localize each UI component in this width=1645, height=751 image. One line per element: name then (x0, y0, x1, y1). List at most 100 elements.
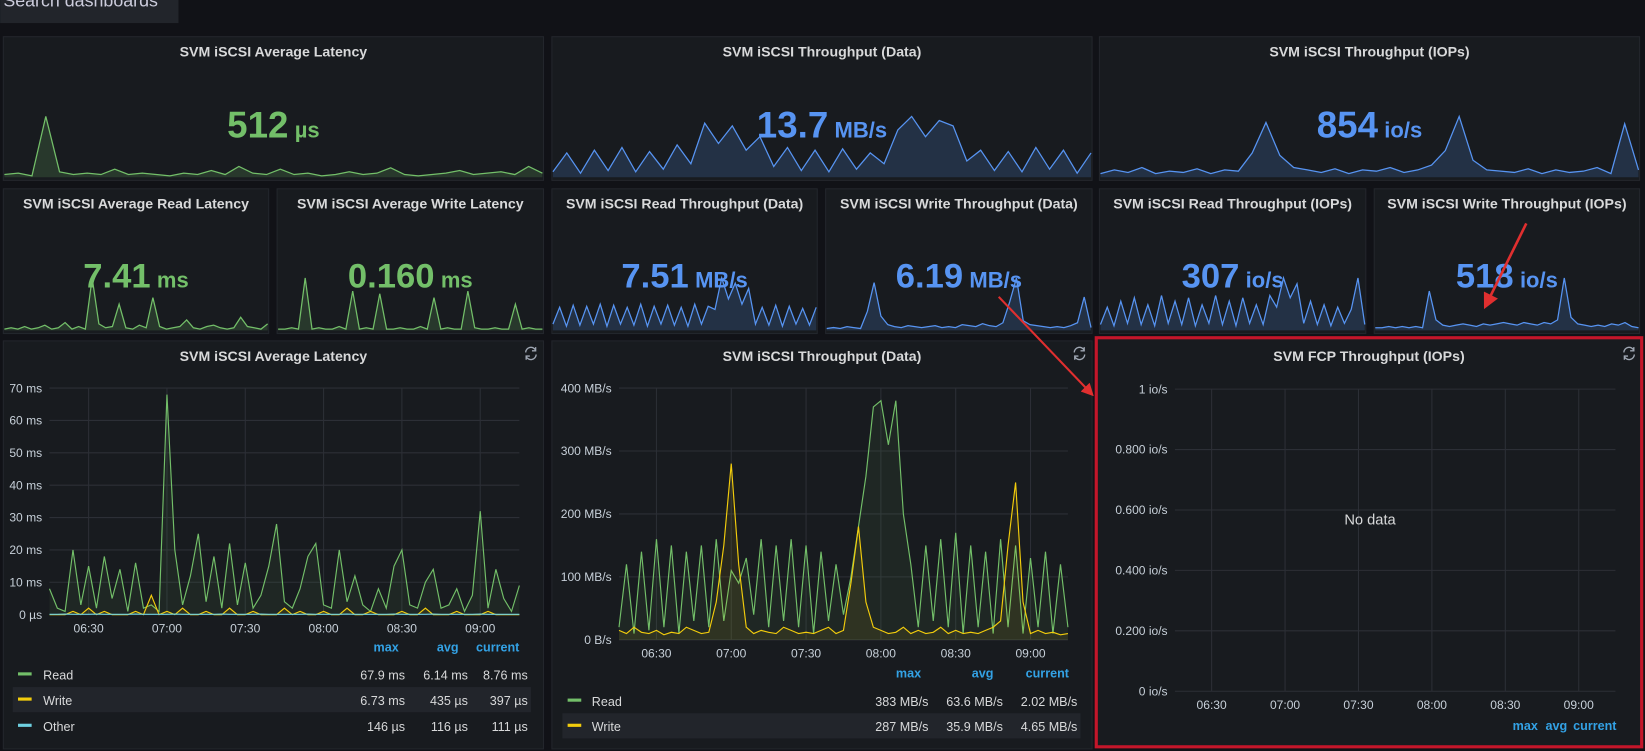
legend-swatch (18, 697, 32, 701)
unit: MB/s (835, 117, 888, 142)
legend-value: 6.14 ms (423, 669, 468, 683)
y-tick-label: 0.400 io/s (1115, 564, 1167, 578)
stat-value: 13.7 MB/s (757, 104, 887, 145)
series-fill (619, 463, 1068, 640)
panel-title: SVM iSCSI Throughput (Data) (723, 44, 922, 60)
legend-value: 2.02 MB/s (1021, 695, 1078, 709)
stat-value: 518 io/s (1456, 257, 1558, 295)
legend-swatch (567, 723, 582, 727)
refresh-icon (1623, 346, 1636, 361)
y-tick-label: 0 B/s (584, 633, 611, 647)
sparkline-fill (552, 277, 817, 331)
panel-title: SVM FCP Throughput (IOPs) (1273, 348, 1464, 364)
y-tick-label: 30 ms (9, 511, 42, 525)
panel-title: SVM iSCSI Average Latency (180, 44, 368, 60)
legend-header: avg (1546, 719, 1568, 733)
unit: io/s (1246, 267, 1284, 292)
series-fill (619, 400, 1068, 640)
legend-header: current (1026, 667, 1070, 681)
sparkline (552, 115, 1092, 175)
value: 13.7 (757, 104, 828, 145)
sparkline-fill (4, 277, 268, 331)
sparkline (826, 277, 1092, 330)
panel (551, 36, 1093, 181)
y-tick-label: 0 µs (19, 608, 42, 622)
stat-value: 512 µs (227, 104, 319, 145)
legend-value: 8.76 ms (483, 669, 528, 683)
legend-value: 383 MB/s (875, 695, 928, 709)
panels: SVM iSCSI Average Latency 512 µs SVM iSCSI … (2, 36, 1644, 750)
unit: ms (157, 267, 189, 292)
unit: io/s (1520, 267, 1558, 292)
stat-value: 0.160 ms (348, 257, 473, 295)
panel-title: SVM iSCSI Average Read Latency (23, 196, 249, 212)
panel (276, 188, 545, 335)
y-tick-label: 200 MB/s (561, 507, 612, 521)
legend-header: current (476, 640, 520, 654)
unit: io/s (1384, 117, 1422, 142)
legend-name: Write (43, 694, 72, 708)
y-tick-label: 1 io/s (1139, 382, 1168, 396)
series-line (618, 399, 1069, 634)
legend-header: current (1573, 719, 1617, 733)
y-tick-label: 70 ms (9, 381, 42, 395)
search-placeholder: Search dashboards (3, 0, 158, 10)
x-tick-label: 07:00 (1270, 698, 1300, 712)
search-box[interactable] (0, 0, 179, 24)
y-tick-label: 10 ms (9, 575, 42, 589)
panel (551, 340, 1093, 750)
y-tick-label: 60 ms (9, 414, 42, 428)
legend-name: Read (592, 695, 622, 709)
legend-value: 397 µs (490, 694, 528, 708)
legend-swatch (18, 723, 32, 727)
value: 512 (227, 104, 288, 145)
x-tick-label: 06:30 (1197, 698, 1227, 712)
value: 854 (1317, 104, 1379, 145)
stat-value: 7.51 MB/s (621, 257, 747, 295)
legend-row-bg (12, 687, 531, 713)
x-tick-label: 08:00 (1417, 698, 1447, 712)
panel (551, 188, 818, 335)
panel (825, 188, 1093, 335)
sparkline (1099, 275, 1366, 329)
panel-title: SVM iSCSI Average Latency (180, 348, 368, 364)
panel (1098, 36, 1641, 181)
x-tick-label: 06:30 (74, 621, 104, 635)
panel-title: SVM iSCSI Write Throughput (Data) (840, 196, 1078, 212)
legend-header: max (1513, 719, 1538, 733)
sparkline (1375, 277, 1639, 329)
x-tick-label: 09:00 (1564, 698, 1594, 712)
panel-title: SVM iSCSI Throughput (IOPs) (1269, 44, 1469, 60)
x-tick-label: 08:30 (1490, 698, 1520, 712)
y-tick-label: 0.800 io/s (1115, 443, 1167, 457)
sparkline-fill (4, 116, 543, 178)
arrow (997, 296, 1094, 397)
unit: ms (441, 267, 473, 292)
series-line (48, 394, 520, 613)
sparkline (4, 116, 543, 177)
y-tick-label: 50 ms (9, 446, 42, 460)
series-fill (49, 394, 520, 615)
value: 518 (1456, 257, 1514, 295)
x-tick-label: 08:30 (941, 647, 971, 661)
unit: MB/s (695, 267, 748, 292)
x-tick-label: 07:30 (1343, 698, 1373, 712)
unit: µs (295, 117, 320, 142)
legend-value: 35.9 MB/s (946, 720, 1003, 734)
x-tick-label: 08:00 (309, 621, 339, 635)
no-data: No data (1344, 512, 1396, 528)
x-tick-label: 08:00 (866, 647, 896, 661)
y-tick-label: 400 MB/s (561, 381, 612, 395)
value: 6.19 (896, 257, 963, 295)
sparkline-fill (1375, 277, 1639, 331)
legend-name: Other (43, 720, 74, 734)
legend-swatch (567, 698, 582, 702)
panel-title: SVM iSCSI Read Throughput (IOPs) (1113, 196, 1352, 212)
unit: MB/s (969, 267, 1022, 292)
x-tick-label: 07:00 (152, 621, 182, 635)
sparkline-fill (552, 116, 1092, 178)
legend-header: max (896, 667, 921, 681)
sparkline (278, 277, 543, 331)
value: 7.41 (83, 257, 150, 295)
